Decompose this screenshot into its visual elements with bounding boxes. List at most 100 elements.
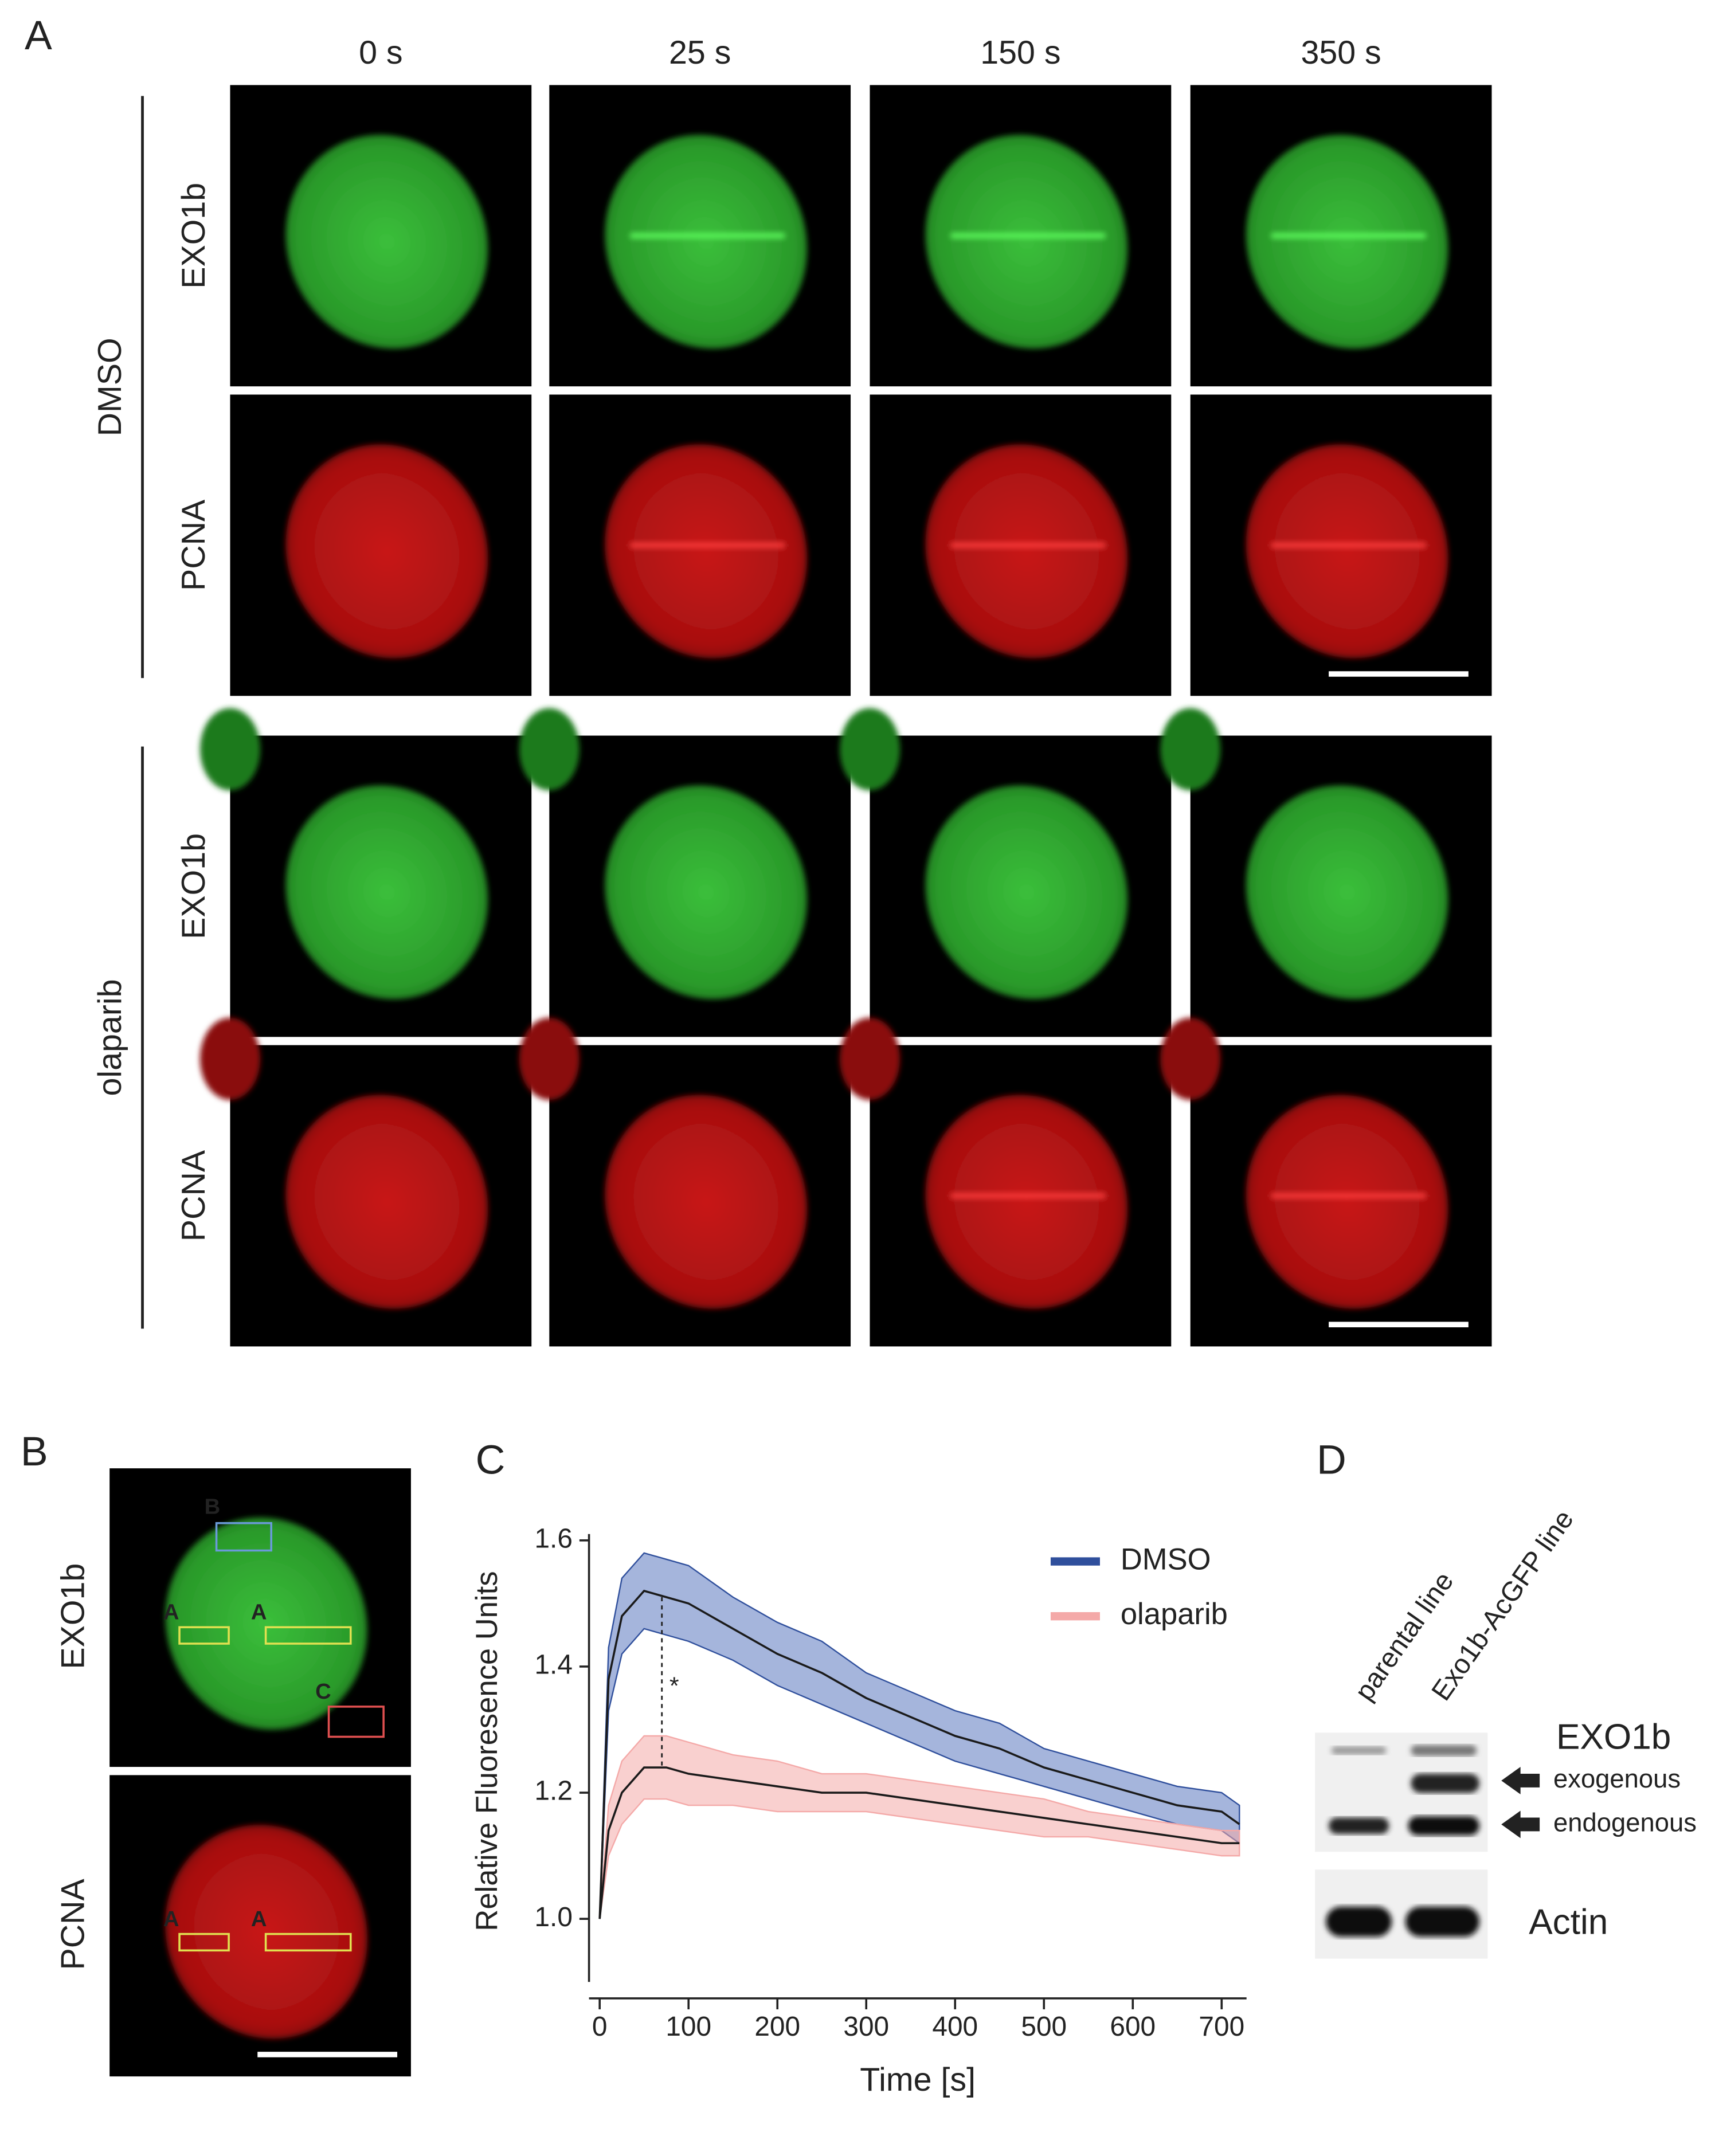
x-tick-label: 200 — [754, 2012, 800, 2042]
neighbor-cell — [1160, 1017, 1221, 1100]
neighbor-cell — [199, 1017, 261, 1100]
nucleus — [1246, 135, 1448, 349]
nucleus — [199, 708, 488, 999]
nucleus — [1246, 444, 1448, 658]
band-label: exogenous — [1553, 1764, 1681, 1793]
band — [1329, 1817, 1389, 1834]
roi-box — [215, 1522, 272, 1552]
nucleus — [605, 135, 808, 349]
loading-control-label: Actin — [1529, 1902, 1608, 1942]
panel-letter: B — [21, 1429, 48, 1475]
x-tick-label: 300 — [843, 2012, 889, 2042]
protein-label: EXO1b — [1556, 1718, 1671, 1757]
channel-label: PCNA — [175, 1150, 212, 1241]
legend-label: olaparib — [1121, 1597, 1228, 1631]
nucleus-body — [605, 785, 808, 999]
x-axis-title: Time [s] — [860, 2061, 976, 2098]
channel-label: EXO1b — [175, 183, 212, 289]
nucleus-body — [285, 785, 488, 999]
error-band — [599, 1735, 1240, 1919]
panel-letter: A — [25, 13, 52, 58]
band-arrow — [1501, 1810, 1540, 1839]
condition-label: olaparib — [92, 979, 128, 1096]
panel-letter: D — [1317, 1437, 1346, 1483]
nucleus-body — [605, 444, 808, 658]
nucleus — [839, 708, 1128, 999]
neighbor-cell — [839, 708, 900, 791]
roi-box — [178, 1932, 230, 1952]
x-tick-label: 600 — [1110, 2012, 1156, 2042]
nucleus-body — [165, 1825, 367, 2039]
panel-letter: C — [476, 1437, 506, 1483]
legend-label: DMSO — [1121, 1542, 1211, 1576]
channel-label: EXO1b — [175, 833, 212, 939]
band — [1331, 1746, 1387, 1755]
neighbor-cell — [519, 708, 580, 791]
nucleus — [925, 135, 1128, 349]
roi-label: A — [163, 1907, 179, 1931]
lane-label: Exo1b-AcGFP line — [1426, 1504, 1580, 1706]
band-arrow — [1501, 1767, 1540, 1794]
nucleus — [199, 1017, 488, 1309]
nucleus — [1160, 1017, 1448, 1309]
nucleus-body — [165, 1517, 367, 1730]
roi-label: A — [251, 1600, 267, 1624]
nucleus — [605, 444, 808, 658]
channel-label: EXO1b — [55, 1563, 92, 1669]
x-tick-label: 700 — [1199, 2012, 1244, 2042]
nucleus — [165, 1825, 367, 2039]
nucleus-body — [925, 1095, 1128, 1309]
roi-label: A — [163, 1600, 179, 1624]
nucleus-body — [925, 135, 1128, 349]
x-tick-label: 500 — [1021, 2012, 1067, 2042]
nucleus-body — [285, 1095, 488, 1309]
roi-label: B — [205, 1494, 221, 1519]
nucleus — [519, 1017, 808, 1309]
y-tick-label: 1.0 — [534, 1902, 572, 1932]
neighbor-cell — [839, 1017, 900, 1100]
band — [1411, 1774, 1479, 1793]
band — [1405, 1906, 1479, 1937]
significance-mark: * — [669, 1672, 679, 1700]
roi-box — [327, 1706, 385, 1738]
neighbor-cell — [199, 708, 261, 791]
nucleus — [1160, 708, 1448, 999]
roi-label: C — [315, 1679, 331, 1704]
channel-label: PCNA — [55, 1878, 92, 1970]
y-axis-title: Relative Fluoresence Units — [470, 1571, 504, 1931]
band-label: endogenous — [1553, 1808, 1697, 1837]
timepoint-label: 25 s — [669, 34, 731, 71]
neighbor-cell — [519, 1017, 580, 1100]
nucleus-body — [1246, 444, 1448, 658]
x-tick-label: 100 — [665, 2012, 711, 2042]
mean-line — [598, 1766, 1240, 1919]
nucleus-body — [925, 785, 1128, 999]
nucleus — [165, 1517, 367, 1730]
band — [1408, 1816, 1479, 1836]
nucleus-body — [285, 135, 488, 349]
y-tick-label: 1.2 — [534, 1776, 572, 1806]
roi-box — [264, 1932, 352, 1952]
nucleus-body — [1246, 135, 1448, 349]
nucleus-body — [285, 444, 488, 658]
neighbor-cell — [1160, 708, 1221, 791]
timepoint-label: 150 s — [980, 34, 1060, 71]
nucleus-body — [1246, 1095, 1448, 1309]
nucleus-body — [1246, 785, 1448, 999]
nucleus-body — [605, 135, 808, 349]
nucleus — [519, 708, 808, 999]
nucleus — [285, 444, 488, 658]
nucleus — [839, 1017, 1128, 1309]
nucleus-body — [605, 1095, 808, 1309]
channel-label: PCNA — [175, 499, 212, 591]
timepoint-label: 0 s — [359, 34, 402, 71]
band — [1411, 1745, 1477, 1756]
mean-line — [598, 1589, 1240, 1919]
timepoint-label: 350 s — [1301, 34, 1381, 71]
y-tick-label: 1.4 — [534, 1650, 572, 1680]
roi-box — [178, 1626, 230, 1645]
x-tick-label: 0 — [592, 2012, 608, 2042]
roi-label: A — [251, 1907, 267, 1931]
